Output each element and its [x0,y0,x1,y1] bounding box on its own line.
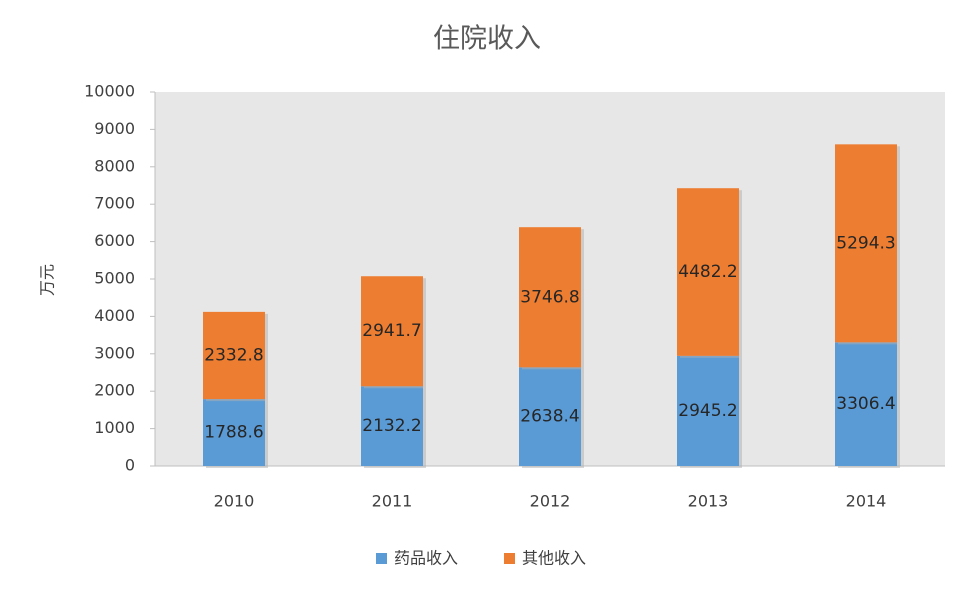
data-label: 2941.7 [362,321,421,341]
bar-segment [203,311,265,400]
y-tick-label: 5000 [94,269,135,288]
y-tick-label: 8000 [94,156,135,175]
data-label: 2945.2 [678,401,737,421]
x-tick-label: 2010 [214,492,255,511]
y-tick-label: 4000 [94,306,135,325]
bar-segment [677,355,739,466]
bar-segment [361,386,423,466]
data-label: 2332.8 [204,345,263,365]
x-tick-label: 2012 [530,492,571,511]
bar-segment [677,188,739,356]
data-label: 2132.2 [362,416,421,436]
legend-label: 其他收入 [522,549,586,568]
legend-swatch [376,553,387,564]
x-tick-label: 2014 [846,492,887,511]
y-tick-label: 6000 [94,231,135,250]
data-label: 3746.8 [520,287,579,307]
bar-segment [519,367,581,466]
data-label: 4482.2 [678,262,737,282]
legend-label: 药品收入 [394,549,458,568]
bar-segment [835,342,897,466]
y-tick-label: 2000 [94,381,135,400]
x-tick-label: 2011 [372,492,413,511]
legend-swatch [504,553,515,564]
bar-segment [835,144,897,343]
data-label: 3306.4 [836,394,895,414]
data-label: 1788.6 [204,423,263,443]
y-tick-label: 9000 [94,119,135,138]
y-tick-label: 10000 [84,82,135,101]
bar-segment [519,227,581,368]
data-label: 2638.4 [520,407,579,427]
y-tick-label: 1000 [94,418,135,437]
y-axis-label: 万元 [38,264,57,296]
bar-segment [361,276,423,387]
data-label: 5294.3 [836,233,895,253]
bar-segment [203,399,265,466]
y-tick-label: 7000 [94,194,135,213]
y-tick-label: 0 [125,456,135,475]
y-tick-label: 3000 [94,343,135,362]
x-tick-label: 2013 [688,492,729,511]
chart-title: 住院收入 [433,24,541,55]
